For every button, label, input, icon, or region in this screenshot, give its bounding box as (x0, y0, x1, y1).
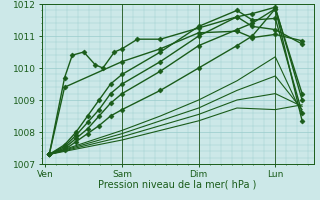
X-axis label: Pression niveau de la mer( hPa ): Pression niveau de la mer( hPa ) (99, 180, 257, 190)
